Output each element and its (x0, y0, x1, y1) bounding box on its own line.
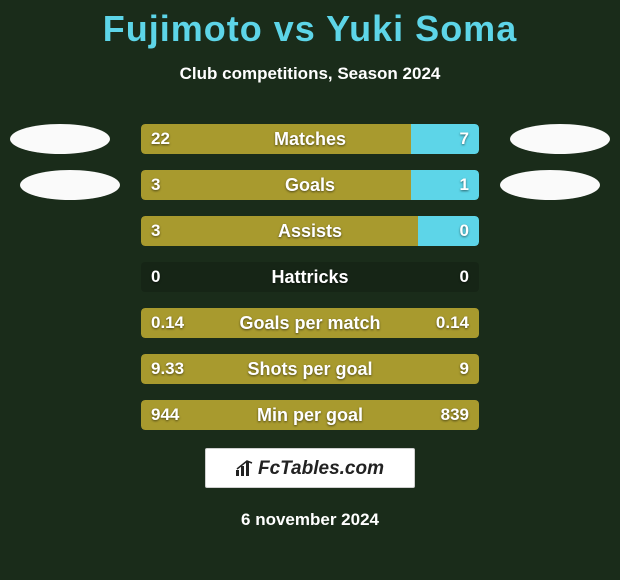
stat-value-right: 9 (460, 354, 469, 384)
stats-rows: 22Matches73Goals13Assists00Hattricks00.1… (141, 124, 479, 430)
player-right-avatar-bottom (500, 170, 600, 200)
stat-label: Goals per match (141, 308, 479, 338)
footer-date: 6 november 2024 (0, 510, 620, 530)
stat-label: Hattricks (141, 262, 479, 292)
stat-value-right: 1 (460, 170, 469, 200)
page-subtitle: Club competitions, Season 2024 (0, 64, 620, 84)
stat-value-right: 839 (441, 400, 469, 430)
page-title: Fujimoto vs Yuki Soma (0, 0, 620, 50)
stats-area: 22Matches73Goals13Assists00Hattricks00.1… (0, 124, 620, 430)
stat-label: Min per goal (141, 400, 479, 430)
stat-row: 0.14Goals per match0.14 (141, 308, 479, 338)
stat-label: Goals (141, 170, 479, 200)
stat-row: 3Goals1 (141, 170, 479, 200)
stat-row: 944Min per goal839 (141, 400, 479, 430)
stat-row: 0Hattricks0 (141, 262, 479, 292)
stat-value-right: 0 (460, 216, 469, 246)
brand-text: FcTables.com (258, 458, 384, 479)
stat-row: 22Matches7 (141, 124, 479, 154)
player-right-avatar-top (510, 124, 610, 154)
player-left-avatar-top (10, 124, 110, 154)
stat-value-right: 0.14 (436, 308, 469, 338)
brand-badge[interactable]: FcTables.com (205, 448, 415, 488)
stat-row: 9.33Shots per goal9 (141, 354, 479, 384)
stat-row: 3Assists0 (141, 216, 479, 246)
stat-value-right: 0 (460, 262, 469, 292)
stat-value-right: 7 (460, 124, 469, 154)
player-left-avatar-bottom (20, 170, 120, 200)
stat-label: Shots per goal (141, 354, 479, 384)
stat-label: Matches (141, 124, 479, 154)
brand-chart-icon (236, 451, 254, 491)
stat-label: Assists (141, 216, 479, 246)
